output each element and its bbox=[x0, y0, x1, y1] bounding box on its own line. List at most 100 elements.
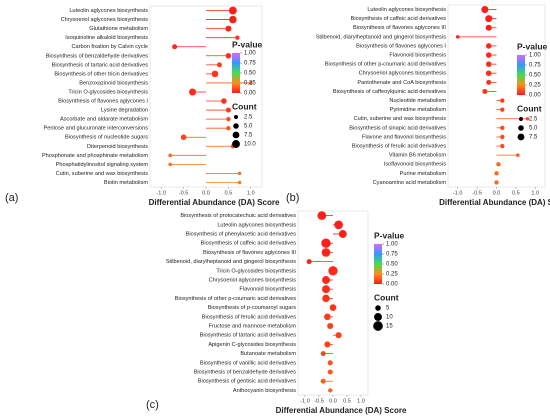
category-label: Biosynthesis of vanillic acid derivative… bbox=[200, 360, 296, 366]
category-label: Apigenin C-glycosides biosynthesis bbox=[208, 342, 296, 348]
size-key bbox=[517, 133, 525, 141]
category-label: Stilbenoid, diarylheptanoid and gingerol… bbox=[166, 259, 297, 265]
size-key bbox=[233, 123, 239, 129]
colorbar-label: 0.50 bbox=[386, 262, 398, 268]
size-label: 5.0 bbox=[529, 126, 538, 132]
dot bbox=[321, 238, 331, 248]
x-tick-label: -0.5 bbox=[314, 398, 324, 404]
category-label: Ascorbate and aldarate metabolism bbox=[60, 117, 148, 123]
dot bbox=[228, 6, 237, 15]
category-label: Tricin O-glycosides biosynthesis bbox=[68, 89, 148, 95]
category-label: Biosynthesis of caffeic acid derivatives bbox=[351, 16, 447, 22]
category-label: Chrysoeriol aglycones biosynthesis bbox=[209, 277, 297, 283]
size-key bbox=[234, 115, 238, 119]
dot bbox=[485, 24, 492, 31]
dot bbox=[496, 162, 501, 167]
size-label: 7.5 bbox=[244, 133, 253, 139]
category-label: Biosynthesis of phenylacetic acid deriva… bbox=[186, 231, 297, 237]
category-label: Anthocyanin biosynthesis bbox=[233, 388, 296, 394]
x-axis-title: Differential Abundance (DA) Score bbox=[439, 198, 550, 207]
size-label: 5.0 bbox=[244, 124, 253, 130]
dot bbox=[172, 44, 178, 50]
colorbar-label: 0.00 bbox=[244, 91, 256, 97]
dot bbox=[306, 259, 312, 265]
dot bbox=[180, 134, 187, 141]
dot bbox=[322, 276, 330, 284]
dot bbox=[235, 35, 240, 40]
category-label: Isoflavonoid biosynthesis bbox=[384, 162, 446, 168]
colorbar-label: 0.00 bbox=[529, 93, 541, 99]
dot bbox=[226, 126, 231, 131]
category-label: Cutin, suberine and wax biosynthesis bbox=[56, 171, 149, 177]
dot bbox=[317, 211, 327, 220]
panel: -1.0 -0.5 0.0 0.5 1.0 Differential Abundance … bbox=[286, 4, 550, 207]
category-label: Biosynthesis of flavones aglycones III bbox=[353, 25, 446, 31]
category-label: Biosynthesis of other p-coumaric acid de… bbox=[325, 62, 446, 68]
colorbar-label: 0.75 bbox=[529, 63, 541, 69]
x-tick-label: 1.0 bbox=[357, 398, 365, 404]
size-label: 2.5 bbox=[529, 117, 538, 123]
colorbar-label: 0.50 bbox=[529, 73, 541, 79]
dot bbox=[327, 322, 334, 330]
dot bbox=[485, 15, 493, 23]
legend-title: P-value bbox=[374, 230, 405, 240]
category-label: Phosphonate and phosphinate metabolism bbox=[42, 153, 148, 159]
dot bbox=[481, 6, 489, 14]
dot bbox=[216, 62, 222, 68]
x-axis-title: Differential Abundance (DA) Score bbox=[276, 406, 407, 415]
dot bbox=[494, 180, 499, 185]
colorbar-label: 0.50 bbox=[244, 71, 256, 77]
colorbar-label: 0.75 bbox=[244, 61, 256, 67]
dot bbox=[226, 116, 231, 122]
panel-label: (c) bbox=[146, 399, 159, 411]
legend-title: Count bbox=[232, 101, 257, 111]
category-label: Benzoxazinoid biosynthesis bbox=[79, 80, 148, 86]
colorbar bbox=[517, 55, 525, 95]
dot bbox=[500, 98, 505, 103]
plot-frame bbox=[297, 210, 369, 396]
dot bbox=[485, 61, 492, 67]
category-label: Nucleotide metabolism bbox=[389, 98, 446, 104]
dot bbox=[525, 116, 530, 121]
dot bbox=[334, 220, 343, 230]
colorbar-label: 1.00 bbox=[386, 242, 398, 248]
colorbar-label: 0.25 bbox=[386, 272, 398, 278]
dot bbox=[328, 266, 338, 276]
category-label: Lysine degradation bbox=[101, 108, 148, 114]
category-label: Chrysoeriol aglycones biosynthesis bbox=[61, 17, 149, 23]
colorbar-label: 0.25 bbox=[244, 81, 256, 87]
dot bbox=[516, 153, 520, 157]
panel: -1.0 -0.5 0.0 0.5 1.0 Differential Abundance … bbox=[5, 5, 280, 207]
panel: -1.0 -0.5 0.0 0.5 1.0 Differential Abundance … bbox=[146, 210, 407, 415]
category-label: Pantothenate and CoA biosynthesis bbox=[357, 80, 446, 86]
size-label: 7.5 bbox=[529, 135, 538, 141]
legend-title: P-value bbox=[517, 41, 548, 51]
dot bbox=[335, 332, 342, 339]
category-label: Biosynthesis of nucleotide sugars bbox=[65, 135, 148, 141]
dot bbox=[500, 107, 505, 112]
category-label: Carbon fixation by Calvin cycle bbox=[72, 44, 148, 50]
dot bbox=[494, 171, 499, 176]
dot bbox=[322, 294, 330, 303]
dot bbox=[485, 70, 492, 77]
x-tick-label: -1.0 bbox=[300, 398, 310, 404]
dot bbox=[225, 107, 231, 113]
size-label: 5 bbox=[386, 306, 390, 312]
size-key bbox=[232, 140, 240, 148]
dot bbox=[329, 304, 337, 311]
category-label: Isoquinoline alkaloid biosynthesis bbox=[65, 35, 148, 41]
legend-title: Count bbox=[517, 103, 542, 113]
x-tick-label: 0.5 bbox=[512, 190, 520, 196]
dot bbox=[324, 313, 331, 321]
dot bbox=[168, 162, 172, 167]
category-label: Flavone and flavonol biosynthesis bbox=[362, 134, 446, 140]
legend-title: Count bbox=[374, 292, 399, 302]
colorbar-label: 1.00 bbox=[244, 51, 256, 57]
category-label: Fructose and mannose metabolism bbox=[209, 323, 297, 329]
dot bbox=[322, 285, 330, 294]
category-label: Flavonoid biosynthesis bbox=[389, 53, 446, 59]
dot bbox=[327, 369, 333, 375]
dot bbox=[229, 15, 237, 24]
category-label: Biosynthesis of benzaldehyde derivatives bbox=[194, 369, 297, 375]
size-key bbox=[518, 125, 524, 131]
